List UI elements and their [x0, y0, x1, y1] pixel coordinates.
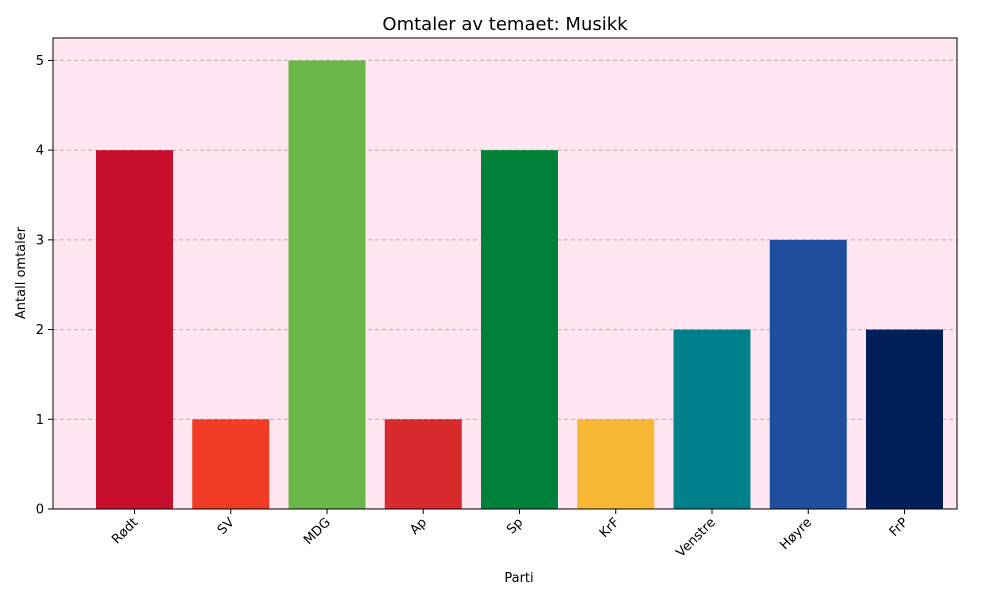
- bar-sv: [192, 419, 270, 509]
- x-tick-label: FrP: [887, 515, 912, 540]
- y-tick-label: 4: [36, 144, 44, 159]
- bar-ap: [384, 419, 462, 509]
- x-tick-label: MDG: [301, 515, 334, 548]
- x-tick-label: Sp: [504, 515, 526, 537]
- x-axis-label: Parti: [504, 571, 533, 586]
- x-tick-label: Rødt: [109, 515, 141, 547]
- x-tick-label: SV: [215, 515, 238, 538]
- plot-frame: [52, 37, 958, 510]
- y-tick-label: 1: [36, 413, 44, 428]
- x-tick-label: KrF: [597, 515, 623, 541]
- x-axis-ticks: Rødt SV MDG Ap Sp KrF Venstre Høyre FrP: [109, 509, 911, 561]
- chart-title: Omtaler av temaet: Musikk: [382, 14, 628, 35]
- bar-sp: [481, 150, 558, 509]
- y-axis-label: Antall omtaler: [14, 226, 29, 319]
- x-tick-label: Høyre: [777, 515, 815, 553]
- y-tick-label: 2: [36, 323, 44, 338]
- y-tick-label: 0: [36, 503, 44, 518]
- bar-høyre: [769, 239, 847, 509]
- bar-rødt: [96, 150, 173, 509]
- bar-krf: [577, 419, 655, 509]
- y-axis-ticks: 0 1 2 3 4 5: [36, 54, 53, 518]
- bars: [96, 60, 943, 510]
- bar-frp: [866, 329, 943, 509]
- bar-venstre: [673, 329, 751, 509]
- bar-mdg: [288, 60, 366, 510]
- y-tick-label: 3: [36, 233, 44, 248]
- x-tick-label: Venstre: [674, 515, 719, 560]
- y-tick-label: 5: [36, 54, 44, 69]
- x-tick-label: Ap: [407, 515, 430, 538]
